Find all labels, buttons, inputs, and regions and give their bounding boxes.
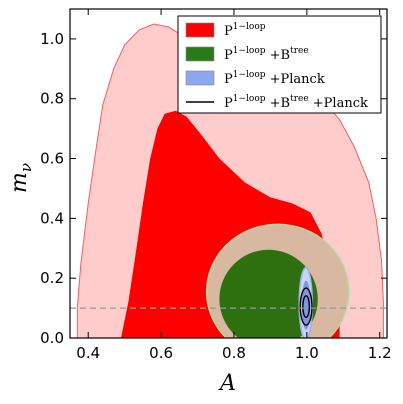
legend-swatch (185, 70, 215, 86)
x-tick-label: 1.2 (368, 344, 392, 362)
x-tick-label: 0.8 (222, 344, 246, 362)
y-tick-label: 1.0 (40, 30, 64, 48)
plot-frame (69, 8, 388, 339)
x-axis-label: A (218, 371, 236, 396)
legend-swatch (185, 46, 215, 62)
legend-label: P1−loop (224, 22, 266, 39)
x-tick-label: 1.0 (295, 344, 319, 362)
legend-label: P1−loop +Btree +Planck (224, 94, 368, 111)
legend: P1−loop P1−loop +Btree P1−loop +Planck P1−l… (177, 15, 382, 114)
contour-region-5 (301, 280, 311, 330)
contour-region-6 (299, 287, 313, 326)
y-axis-label-sub: ν (17, 163, 35, 172)
legend-label: P1−loop +Btree (224, 46, 309, 63)
axis-ticks: 0.4 0.6 0.8 1.0 1.2 0.0 0.2 0.4 0.6 0.8 1.0 (40, 9, 392, 362)
legend-swatch (185, 22, 215, 38)
x-tick-label: 0.6 (149, 344, 173, 362)
y-tick-label: 0.0 (40, 329, 64, 347)
legend-label: P1−loop +Planck (224, 70, 325, 87)
y-tick-label: 0.8 (40, 90, 64, 108)
x-tick-label: 0.4 (76, 344, 100, 362)
contour-region-7 (302, 295, 311, 319)
y-tick-label: 0.4 (40, 209, 64, 227)
contour-region-3 (219, 249, 318, 338)
y-tick-label: 0.2 (40, 269, 64, 287)
y-tick-label: 0.6 (40, 150, 64, 168)
y-axis-label: mν (7, 163, 35, 193)
y-axis-label-base: m (7, 172, 32, 193)
